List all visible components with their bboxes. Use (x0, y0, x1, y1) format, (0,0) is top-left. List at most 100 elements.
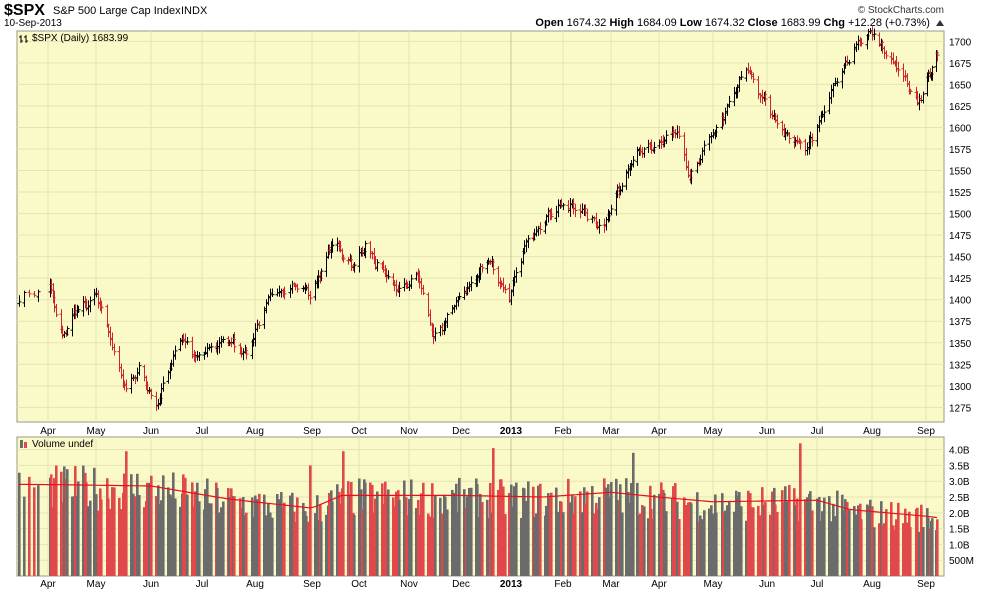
volume-bar (890, 502, 893, 576)
volume-bar (844, 499, 847, 576)
volume-bar (759, 515, 762, 576)
volume-month-label: Nov (400, 579, 418, 590)
volume-bar (745, 520, 748, 576)
volume-bar (504, 514, 507, 576)
volume-bar (897, 502, 900, 576)
volume-bar (909, 527, 912, 576)
volume-bar (468, 487, 471, 576)
volume-bar (641, 505, 644, 576)
volume-bar (453, 492, 456, 576)
volume-bar (904, 508, 907, 576)
volume-bar (37, 485, 40, 576)
volume-bar (508, 493, 511, 576)
price-bar (445, 312, 450, 329)
open-value: 1674.32 (566, 17, 607, 29)
volume-bar (258, 493, 261, 576)
volume-bar (715, 512, 718, 576)
volume-bar (636, 482, 639, 576)
price-bar (185, 337, 190, 345)
volume-bar (871, 506, 874, 576)
volume-bar (420, 493, 423, 576)
volume-bar (627, 491, 630, 576)
volume-bar (194, 491, 197, 576)
volume-bar (809, 491, 812, 576)
volume-bar (853, 506, 856, 576)
volume-bar (87, 506, 90, 576)
volume-bar (922, 526, 925, 576)
volume-bar (672, 486, 675, 576)
volume-bar (314, 513, 317, 576)
volume-bar (643, 506, 646, 576)
volume-bar (230, 488, 233, 576)
chg-label: Chg (823, 17, 845, 29)
price-bar (930, 65, 935, 81)
brand-credit[interactable]: © StockCharts.com (857, 5, 944, 16)
volume-bar (196, 482, 199, 576)
price-bar (22, 290, 27, 308)
volume-bar (444, 497, 447, 576)
volume-bar (757, 505, 760, 576)
volume-bar (533, 517, 536, 576)
volume-bar (148, 482, 151, 576)
volume-bar (708, 508, 711, 576)
price-month-label: Aug (863, 426, 881, 437)
price-bar (642, 147, 647, 158)
price-bar (561, 202, 566, 211)
volume-bar (125, 451, 128, 576)
price-bar (677, 126, 682, 139)
volume-bar (353, 514, 356, 576)
volume-bar (291, 492, 294, 576)
volume-bar (513, 486, 516, 576)
volume-bar (317, 520, 320, 576)
volume-bar (567, 478, 570, 576)
volume-bar (358, 478, 361, 576)
volume-month-label: May (87, 579, 106, 590)
price-panel (16, 30, 945, 423)
volume-month-label: Aug (863, 579, 881, 590)
price-bar (775, 114, 780, 129)
volume-bar (487, 518, 490, 576)
volume-bar (916, 507, 919, 576)
volume-month-label: Jun (143, 579, 159, 590)
volume-bar (855, 514, 858, 576)
volume-bar (591, 486, 594, 576)
volume-bar (254, 495, 257, 576)
price-bar (620, 182, 625, 193)
volume-bar (267, 503, 270, 576)
volume-bar (307, 521, 310, 576)
price-bars (17, 26, 940, 411)
price-month-label: Jun (759, 426, 775, 437)
price-bar (457, 292, 462, 301)
volume-bar (619, 484, 622, 576)
volume-bar (492, 448, 495, 576)
volume-month-label: May (704, 579, 723, 590)
price-bar (538, 222, 543, 235)
volume-bar (85, 482, 88, 576)
volume-tick-label: 4.0B (949, 446, 970, 457)
volume-bar (728, 502, 731, 576)
volume-bar (832, 503, 835, 576)
volume-bar (883, 523, 886, 576)
volume-bar (406, 515, 409, 576)
price-month-label: 2013 (500, 426, 523, 437)
volume-bar (740, 506, 743, 576)
price-bar (872, 28, 877, 41)
price-bar (727, 95, 732, 109)
volume-bar (455, 483, 458, 576)
volume-bar (547, 493, 550, 576)
volume-tick-label: 3.0B (949, 477, 970, 488)
price-bar (491, 258, 496, 275)
volume-month-label: Jul (196, 579, 209, 590)
volume-bar (857, 505, 860, 576)
price-bar (908, 88, 913, 95)
volume-bar (331, 501, 334, 576)
price-tick-label: 1550 (949, 167, 972, 178)
volume-bar (172, 472, 175, 576)
volume-bar (263, 494, 266, 576)
volume-bar (632, 452, 635, 576)
price-bar (935, 50, 940, 62)
volume-bar (143, 507, 146, 576)
price-bar (469, 276, 474, 292)
volume-bar (836, 490, 839, 576)
price-bar (36, 289, 41, 302)
